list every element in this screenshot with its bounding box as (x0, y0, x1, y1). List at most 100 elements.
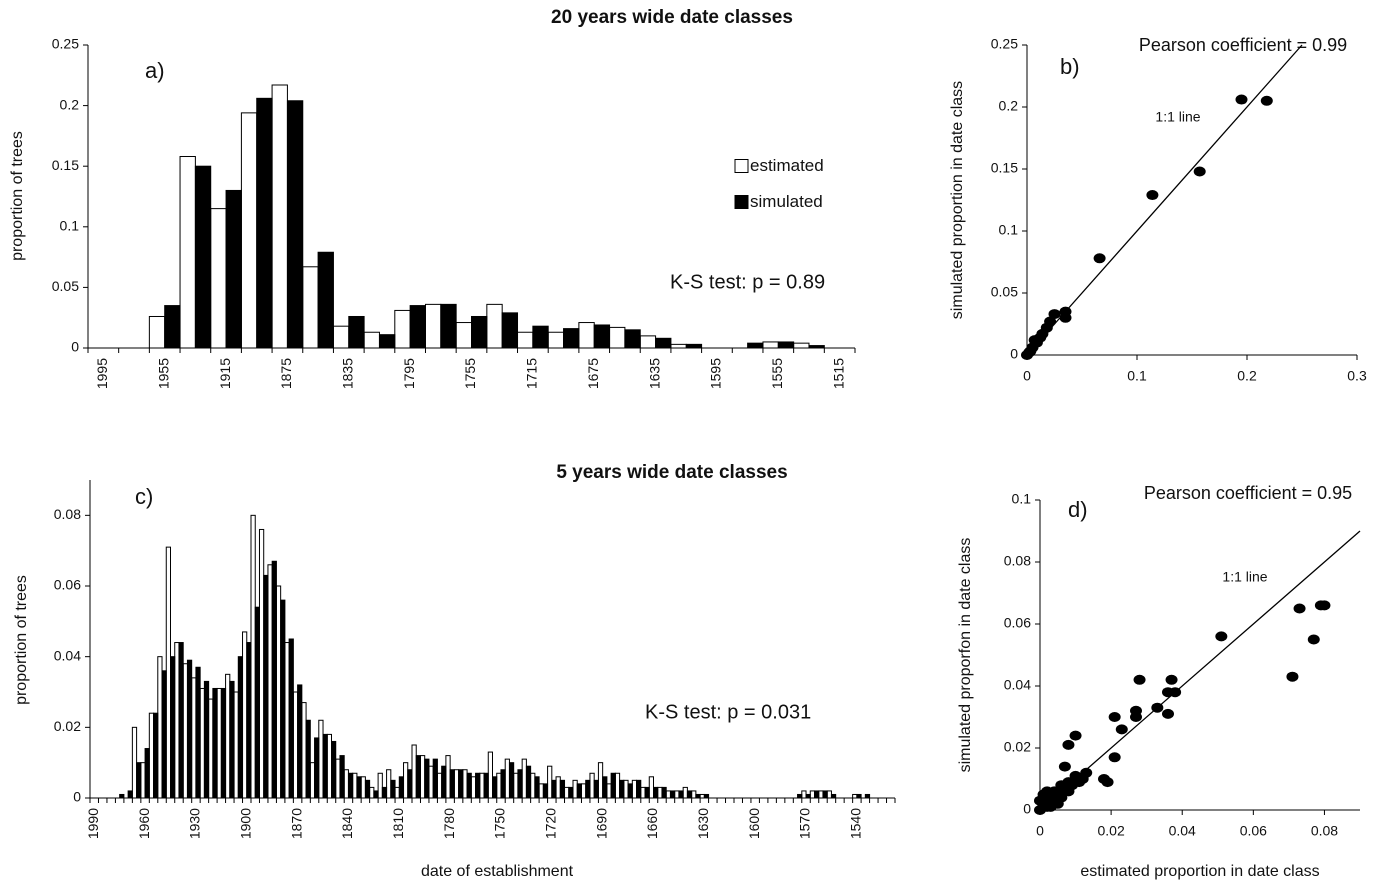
bar (356, 776, 362, 799)
y-tick-label: 0 (71, 339, 79, 355)
bar (229, 680, 235, 799)
bar (225, 189, 242, 349)
bar (466, 772, 472, 799)
bar (538, 783, 544, 799)
bar (691, 790, 697, 799)
bar (284, 642, 290, 799)
x-tick-label: 0.2 (1237, 368, 1257, 384)
bar (624, 329, 641, 349)
bar (403, 762, 409, 799)
y-tick-label: 0.04 (1004, 677, 1031, 693)
annotation: Pearson coefficient = 0.99 (1139, 35, 1347, 55)
point (1058, 761, 1071, 772)
bar (275, 585, 282, 799)
bar (568, 786, 574, 799)
point (1146, 190, 1159, 201)
point (1307, 634, 1320, 645)
y-tick-label: 0 (1023, 801, 1031, 817)
bar (674, 790, 680, 799)
bar (394, 309, 411, 349)
bar (532, 325, 549, 349)
bar (326, 733, 332, 799)
x-tick-label: 1840 (339, 808, 355, 839)
x-tick-label: 1515 (830, 358, 846, 389)
bar (127, 790, 133, 799)
y-tick-label: 0.25 (991, 36, 1018, 52)
x-tick-label: 1600 (746, 808, 762, 839)
bar (517, 769, 523, 799)
y-tick-label: 0 (73, 789, 81, 805)
bar (589, 772, 595, 799)
bar (165, 546, 171, 799)
bar (521, 758, 527, 799)
bar (856, 793, 862, 799)
point (1059, 306, 1072, 317)
point (1023, 347, 1036, 358)
x-tick-label: 1960 (136, 808, 152, 839)
bar (572, 779, 578, 799)
bar (801, 790, 807, 799)
bar (332, 325, 350, 349)
x-tick-label: 1720 (543, 808, 559, 839)
point (1069, 730, 1082, 741)
point (1193, 166, 1206, 177)
bar (178, 642, 184, 799)
annotation: c) (135, 484, 153, 509)
bar (210, 208, 227, 349)
bar (280, 599, 286, 799)
x-tick-label: 1990 (85, 808, 101, 839)
point (1165, 674, 1178, 685)
bar (348, 315, 365, 349)
bar (500, 769, 506, 799)
bar (144, 748, 150, 799)
x-tick-label: 0.1 (1127, 368, 1147, 384)
point (1115, 724, 1128, 735)
legend-swatch (734, 195, 749, 209)
annotation: 1:1 line (1155, 109, 1200, 125)
y-axis-label: proportion of trees (13, 575, 30, 705)
legend-swatch (734, 159, 749, 173)
x-tick-label: 1555 (769, 358, 785, 389)
bar (318, 719, 324, 799)
bar (153, 712, 159, 799)
y-tick-label: 0.15 (52, 157, 79, 173)
bar (487, 751, 493, 799)
bar (606, 783, 612, 799)
bar (513, 772, 519, 799)
bar (455, 322, 473, 349)
x-tick-label: 1870 (288, 808, 304, 839)
bar (288, 638, 294, 799)
legend-label: simulated (750, 192, 823, 211)
point (1130, 712, 1142, 722)
bar (240, 112, 258, 349)
bar (462, 769, 468, 799)
bar (254, 606, 260, 799)
bar (814, 790, 820, 799)
bar (246, 642, 252, 799)
bar (852, 793, 858, 799)
bar (809, 790, 816, 799)
point (1062, 739, 1075, 750)
bar (453, 769, 460, 799)
bar (636, 779, 642, 799)
x-tick-label: 1675 (585, 358, 601, 389)
bar (440, 303, 457, 349)
x-tick-label: 0 (1023, 368, 1031, 384)
point (1048, 309, 1061, 320)
y-tick-label: 0 (1010, 346, 1018, 362)
bar (640, 786, 646, 799)
x-tick-label: 1690 (593, 808, 609, 839)
bar (432, 758, 438, 799)
annotation: K-S test: p = 0.031 (645, 701, 811, 723)
bar (657, 786, 663, 799)
x-tick-label: 1660 (644, 808, 660, 839)
y-tick-label: 0.05 (991, 284, 1018, 300)
y-tick-label: 0.2 (60, 96, 80, 112)
reference-line (1039, 530, 1361, 811)
bar (250, 514, 256, 799)
bar (564, 786, 570, 799)
x-tick-label: 1900 (237, 808, 253, 839)
bar (305, 719, 311, 799)
bar (398, 776, 405, 799)
bar (822, 790, 828, 799)
